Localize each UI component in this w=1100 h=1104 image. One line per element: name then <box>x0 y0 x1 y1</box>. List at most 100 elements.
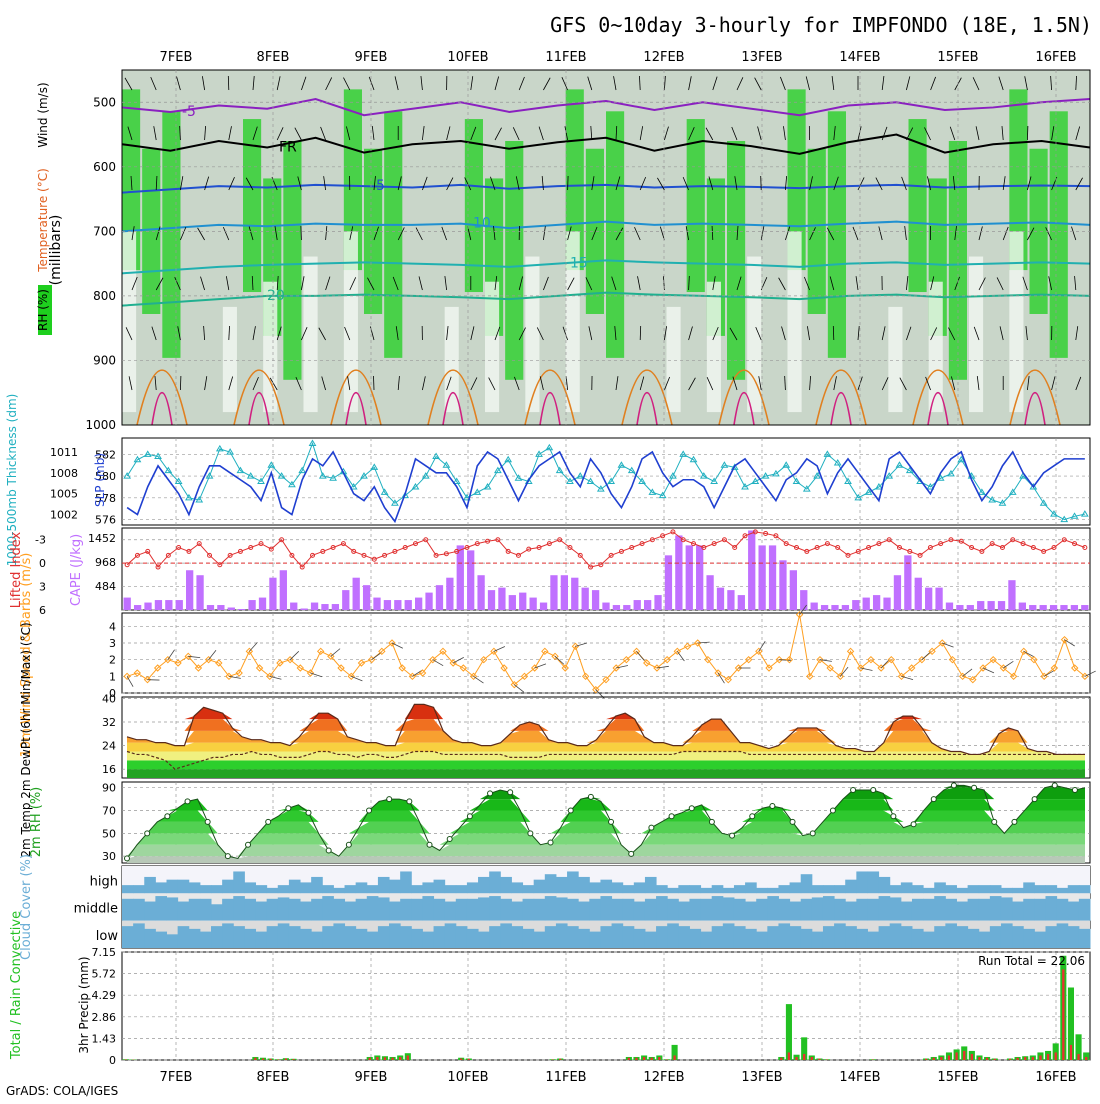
rh2m-point <box>447 837 452 842</box>
cloud-bar <box>222 923 234 948</box>
cloud-bar <box>1068 885 1080 893</box>
y-tick-label: 1000 <box>85 418 116 432</box>
rh2m-tick-label: 70 <box>102 805 116 818</box>
cloud-bar <box>845 902 857 921</box>
cape-bar <box>176 600 183 610</box>
cape-bar <box>155 600 162 610</box>
cape-bar <box>582 588 589 610</box>
cloud-bar <box>612 923 624 948</box>
cape-bar <box>550 575 557 610</box>
cape-tick-label: 484 <box>95 580 116 593</box>
rh2m-point <box>851 787 856 792</box>
cloud-bar <box>879 896 891 921</box>
temp-tick-label: 16 <box>102 763 116 776</box>
precip-convective-bar <box>994 1059 996 1060</box>
cloud-bar <box>434 880 446 894</box>
legend-rh: RH (%) <box>36 289 50 331</box>
cape-bar <box>967 605 974 610</box>
cape-bar <box>654 595 661 610</box>
cape-bar <box>592 590 599 610</box>
li-tick-label: 6 <box>39 604 46 617</box>
cape-bar <box>623 605 630 610</box>
cloud-bar <box>689 929 701 948</box>
cloud-bar <box>300 929 312 948</box>
precip-convective-bar <box>1047 1054 1049 1060</box>
precip-convective-bar <box>795 1057 797 1060</box>
rh2m-point <box>387 797 392 802</box>
cloud-bar <box>923 888 935 893</box>
temp-band <box>127 751 1085 760</box>
cloud-bar <box>589 882 601 893</box>
cloud-bar <box>467 882 479 893</box>
cloud-bar <box>278 897 290 920</box>
cloud-bar <box>923 932 935 948</box>
x-tick-label-bottom: 15FEB <box>937 1070 978 1085</box>
cloud-bar <box>200 932 212 948</box>
cloud-bar <box>790 926 802 948</box>
cloud-level-label: high <box>90 874 118 889</box>
cloud-bar <box>901 902 913 921</box>
rh2m-point <box>286 806 291 811</box>
cloud-bar <box>578 902 590 921</box>
cloud-bar <box>322 896 334 921</box>
cloud-bar <box>968 885 980 893</box>
precip-convective-bar <box>292 1059 294 1060</box>
rh2m-tick-label: 90 <box>102 782 116 795</box>
cloud-bar <box>356 882 368 893</box>
rh2m-point <box>972 785 977 790</box>
cloud-bar <box>1023 899 1035 921</box>
cape-bar <box>644 600 651 610</box>
cape-bar <box>1029 605 1036 610</box>
precip-convective-bar <box>1009 1059 1011 1060</box>
cloud-bar <box>712 896 724 921</box>
rh2m-tick-label: 30 <box>102 850 116 863</box>
cloud-bar <box>511 926 523 948</box>
cloud-bar <box>612 899 624 921</box>
x-tick-label-bottom: 7FEB <box>160 1070 193 1085</box>
cloud-bar <box>456 885 468 893</box>
precip-convective-bar <box>803 1054 805 1060</box>
cape-bar <box>446 578 453 610</box>
cloud-bar <box>267 888 279 893</box>
cloud-bar <box>867 871 879 893</box>
cloud-bar <box>178 926 190 948</box>
cloud-bar <box>378 926 390 948</box>
rh-moist-column <box>949 141 967 380</box>
rh2m-point <box>830 808 835 813</box>
rh2m-axis-label: 2m RH (%) <box>29 787 44 858</box>
cloud-bar <box>256 885 268 893</box>
cloud-bar <box>656 896 668 921</box>
rh2m-point <box>326 848 331 853</box>
cloud-bar <box>144 902 156 921</box>
cloud-bar <box>244 929 256 948</box>
cape-bar <box>1071 605 1078 610</box>
cloud-bar <box>400 926 412 948</box>
cloud-bar <box>623 885 635 893</box>
rh2m-tick-label: 50 <box>102 827 116 840</box>
cape-bar <box>571 578 578 610</box>
precip-convective-bar <box>1016 1058 1018 1060</box>
precip-tick-label: 4.29 <box>92 989 117 1002</box>
cloud-bar <box>945 885 957 893</box>
cloud-bar <box>1034 932 1046 948</box>
temp-tick-label: 24 <box>102 740 116 753</box>
cloud-bar <box>812 885 824 893</box>
cloud-bar <box>689 899 701 921</box>
rh-band <box>127 822 1085 833</box>
cloud-bar <box>756 888 768 893</box>
wind-tick-label: 2 <box>109 654 116 667</box>
thickness-point <box>1082 511 1088 516</box>
cloud-bar <box>489 896 501 921</box>
cloud-bar <box>934 896 946 921</box>
cape-bar <box>186 570 193 610</box>
cloud-bar <box>834 885 846 893</box>
cloud-bar <box>701 888 713 893</box>
cape-bar <box>613 605 620 610</box>
cloud-bar <box>511 882 523 893</box>
wind-barb <box>209 650 216 659</box>
cloud-bar <box>912 929 924 948</box>
temp-band <box>127 704 1085 719</box>
rh2m-point <box>145 831 150 836</box>
temp-tick-label: 32 <box>102 716 116 729</box>
